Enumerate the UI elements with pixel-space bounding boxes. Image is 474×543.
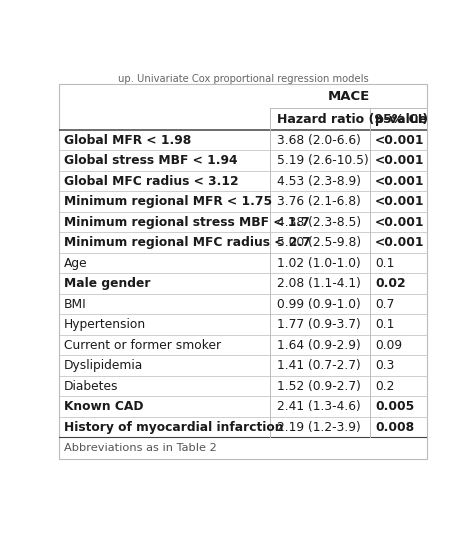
Text: Global stress MBF < 1.94: Global stress MBF < 1.94 (64, 154, 237, 167)
Text: 0.1: 0.1 (375, 318, 394, 331)
Text: Hypertension: Hypertension (64, 318, 146, 331)
Text: 2.19 (1.2-3.9): 2.19 (1.2-3.9) (277, 420, 361, 433)
Text: Dyslipidemia: Dyslipidemia (64, 359, 143, 372)
Text: Abbreviations as in Table 2: Abbreviations as in Table 2 (64, 443, 217, 453)
Text: <0.001: <0.001 (375, 134, 425, 147)
Text: 1.41 (0.7-2.7): 1.41 (0.7-2.7) (277, 359, 361, 372)
Text: Global MFR < 1.98: Global MFR < 1.98 (64, 134, 191, 147)
Text: Male gender: Male gender (64, 277, 150, 290)
Text: 0.2: 0.2 (375, 380, 394, 393)
Text: <0.001: <0.001 (375, 175, 425, 188)
Text: 1.52 (0.9-2.7): 1.52 (0.9-2.7) (277, 380, 361, 393)
Text: 0.1: 0.1 (375, 257, 394, 270)
Text: 1.02 (1.0-1.0): 1.02 (1.0-1.0) (277, 257, 361, 270)
Text: 0.99 (0.9-1.0): 0.99 (0.9-1.0) (277, 298, 361, 311)
Text: 0.02: 0.02 (375, 277, 406, 290)
Text: 1.77 (0.9-3.7): 1.77 (0.9-3.7) (277, 318, 361, 331)
Text: up. Univariate Cox proportional regression models: up. Univariate Cox proportional regressi… (118, 73, 368, 84)
Text: History of myocardial infarction: History of myocardial infarction (64, 420, 283, 433)
Text: 5.19 (2.6-10.5): 5.19 (2.6-10.5) (277, 154, 369, 167)
Text: Minimum regional MFC radius < 2.7: Minimum regional MFC radius < 2.7 (64, 236, 310, 249)
Text: Minimum regional MFR < 1.75: Minimum regional MFR < 1.75 (64, 195, 272, 208)
Text: 1.64 (0.9-2.9): 1.64 (0.9-2.9) (277, 339, 361, 351)
Text: Current or former smoker: Current or former smoker (64, 339, 221, 351)
Text: 0.005: 0.005 (375, 400, 414, 413)
Text: 2.41 (1.3-4.6): 2.41 (1.3-4.6) (277, 400, 361, 413)
Text: 4.53 (2.3-8.9): 4.53 (2.3-8.9) (277, 175, 361, 188)
Text: 0.09: 0.09 (375, 339, 402, 351)
Text: 2.08 (1.1-4.1): 2.08 (1.1-4.1) (277, 277, 361, 290)
Text: 3.76 (2.1-6.8): 3.76 (2.1-6.8) (277, 195, 361, 208)
Text: <0.001: <0.001 (375, 195, 425, 208)
Text: Minimum regional stress MBF < 1.7: Minimum regional stress MBF < 1.7 (64, 216, 310, 229)
Text: BMI: BMI (64, 298, 86, 311)
Text: Diabetes: Diabetes (64, 380, 118, 393)
Text: 0.7: 0.7 (375, 298, 394, 311)
Text: Global MFC radius < 3.12: Global MFC radius < 3.12 (64, 175, 238, 188)
Text: Age: Age (64, 257, 87, 270)
Text: 0.3: 0.3 (375, 359, 394, 372)
Text: MACE: MACE (328, 90, 370, 103)
Text: 4.38 (2.3-8.5): 4.38 (2.3-8.5) (277, 216, 361, 229)
Text: <0.001: <0.001 (375, 216, 425, 229)
Text: Hazard ratio (95% CI): Hazard ratio (95% CI) (277, 112, 428, 125)
Text: <0.001: <0.001 (375, 154, 425, 167)
Text: 0.008: 0.008 (375, 420, 414, 433)
Bar (59, 84, 427, 459)
Text: 5.00 (2.5-9.8): 5.00 (2.5-9.8) (277, 236, 361, 249)
Text: 3.68 (2.0-6.6): 3.68 (2.0-6.6) (277, 134, 361, 147)
Text: p-value: p-value (375, 112, 427, 125)
Text: Known CAD: Known CAD (64, 400, 143, 413)
Text: <0.001: <0.001 (375, 236, 425, 249)
